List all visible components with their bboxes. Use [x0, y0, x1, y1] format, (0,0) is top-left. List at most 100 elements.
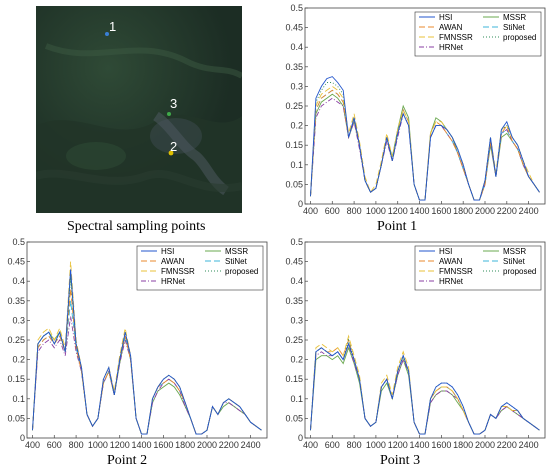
- p2-xtick-label: 2000: [197, 440, 217, 450]
- p1-ytick-label: 0.45: [285, 23, 303, 33]
- p2-legend-label-proposed: proposed: [225, 267, 258, 276]
- p2-xtick-label: 1000: [88, 440, 108, 450]
- p1-xtick-label: 1200: [388, 206, 408, 216]
- p2-ytick-label: 0.05: [7, 413, 25, 423]
- p2-xtick-label: 2200: [219, 440, 239, 450]
- p1-legend-label-hrnet: HRNet: [439, 43, 464, 52]
- sampling-point-3-label: 3: [170, 96, 177, 111]
- p2-xtick-label: 1400: [132, 440, 152, 450]
- p1-xtick-label: 1600: [431, 206, 451, 216]
- p2-legend-box: [136, 245, 264, 291]
- p3-legend-label-fmnssr: FMNSSR: [439, 267, 473, 276]
- p3-legend-label-hrnet: HRNet: [439, 277, 464, 286]
- chart-point-3-svg: 0 0.05 0.1 0.15 0.2 0.25 0.3 0.35 0.4 0.45 0.5 400 6…: [285, 237, 546, 450]
- p2-xtick-label: 600: [47, 440, 62, 450]
- p3-legend-label-hsi: HSI: [439, 247, 452, 256]
- chart-point-3: 0 0.05 0.1 0.15 0.2 0.25 0.3 0.35 0.4 0.45 0.5 400 6…: [283, 237, 548, 453]
- p2-ytick-label: 0.3: [12, 315, 25, 325]
- chart-point-2-svg: 0 0.05 0.1 0.15 0.2 0.25 0.3 0.35 0.4 0.45 0.5 400 6…: [7, 237, 268, 450]
- chart-point-2: 0 0.05 0.1 0.15 0.2 0.25 0.3 0.35 0.4 0.45 0.5 400 6…: [5, 237, 270, 453]
- p3-xtick-label: 1600: [431, 440, 451, 450]
- p3-ytick-label: 0.3: [290, 315, 303, 325]
- sampling-point-2-label: 2: [170, 139, 177, 154]
- p3-xtick-label: 1800: [453, 440, 473, 450]
- p3-legend-box: [414, 245, 542, 291]
- p1-ytick-label: 0.3: [290, 81, 303, 91]
- p3-ytick-label: 0.2: [290, 355, 303, 365]
- p1-xtick-label: 600: [325, 206, 340, 216]
- p1-legend-label-stinet: StiNet: [503, 23, 526, 32]
- sampling-point-3-marker: [167, 112, 171, 116]
- p1-xtick-label: 1400: [410, 206, 430, 216]
- p3-legend-label-awan: AWAN: [439, 257, 463, 266]
- image-caption: Spectral sampling points: [67, 219, 206, 234]
- p3-xtick-label: 600: [325, 440, 340, 450]
- p2-xtick-label: 1800: [175, 440, 195, 450]
- p2-xtick-label: 1600: [153, 440, 173, 450]
- p2-legend-label-mssr: MSSR: [225, 247, 248, 256]
- p1-legend-label-proposed: proposed: [503, 33, 536, 42]
- p2-ytick-label: 0.4: [12, 276, 25, 286]
- p3-xtick-label: 2200: [497, 440, 517, 450]
- p2-legend-label-fmnssr: FMNSSR: [161, 267, 195, 276]
- p3-xtick-label: 2400: [519, 440, 539, 450]
- p3-series-proposed-line: [310, 338, 540, 435]
- p3-xtick-label: 400: [303, 440, 318, 450]
- p1-xtick-label: 2000: [475, 206, 495, 216]
- p3-ytick-label: 0: [298, 433, 303, 443]
- p1-legend-label-hsi: HSI: [439, 13, 452, 22]
- p1-ytick-label: 0.15: [285, 140, 303, 150]
- p3-ytick-label: 0.35: [285, 296, 303, 306]
- p1-ytick-label: 0.2: [290, 121, 303, 131]
- p2-ytick-label: 0.25: [7, 335, 25, 345]
- p1-xtick-label: 400: [303, 206, 318, 216]
- caption-point-3: Point 3: [380, 453, 421, 468]
- chart-point-1: 0 0.05 0.1 0.15 0.2 0.25 0.3 0.35 0.4 0.45 0.5 400 6…: [283, 3, 548, 219]
- p2-ytick-label: 0.45: [7, 257, 25, 267]
- sampling-point-1-label: 1: [109, 19, 116, 34]
- p3-ytick-label: 0.05: [285, 413, 303, 423]
- p1-xtick-label: 2200: [497, 206, 517, 216]
- p3-ytick-label: 0.5: [290, 237, 303, 247]
- p3-xtick-label: 1000: [366, 440, 386, 450]
- p2-ytick-label: 0.35: [7, 296, 25, 306]
- p3-xtick-label: 1400: [410, 440, 430, 450]
- p3-ytick-label: 0.25: [285, 335, 303, 345]
- caption-point-1: Point 1: [377, 219, 418, 234]
- satellite-image: 1 3 2: [36, 6, 242, 213]
- p3-ytick-label: 0.1: [290, 394, 303, 404]
- p3-xtick-label: 2000: [475, 440, 495, 450]
- p1-xtick-label: 800: [347, 206, 362, 216]
- p3-legend-label-mssr: MSSR: [503, 247, 526, 256]
- p2-legend-label-awan: AWAN: [161, 257, 185, 266]
- p3-legend-label-stinet: StiNet: [503, 257, 526, 266]
- sampling-point-2-marker: [168, 150, 174, 156]
- p1-xtick-label: 1000: [366, 206, 386, 216]
- p2-xtick-label: 800: [69, 440, 84, 450]
- p2-ytick-label: 0.5: [12, 237, 25, 247]
- p1-legend-label-awan: AWAN: [439, 23, 463, 32]
- p2-series-hsi-line: [32, 269, 262, 435]
- p2-ytick-label: 0: [20, 433, 25, 443]
- p3-ytick-label: 0.45: [285, 257, 303, 267]
- p3-xtick-label: 1200: [388, 440, 408, 450]
- p1-ytick-label: 0.05: [285, 179, 303, 189]
- p2-legend-label-hsi: HSI: [161, 247, 174, 256]
- p2-xtick-label: 400: [25, 440, 40, 450]
- p1-legend-label-fmnssr: FMNSSR: [439, 33, 473, 42]
- p2-xtick-label: 2400: [241, 440, 261, 450]
- p1-legend-label-mssr: MSSR: [503, 13, 526, 22]
- p1-ytick-label: 0.35: [285, 62, 303, 72]
- p2-xtick-label: 1200: [110, 440, 130, 450]
- p3-legend-label-proposed: proposed: [503, 267, 536, 276]
- p1-ytick-label: 0.5: [290, 3, 303, 13]
- p2-ytick-label: 0.2: [12, 355, 25, 365]
- chart-point-1-svg: 0 0.05 0.1 0.15 0.2 0.25 0.3 0.35 0.4 0.45 0.5 400 6…: [285, 3, 546, 216]
- p3-series-hsi-line: [310, 342, 540, 435]
- p1-ytick-label: 0.4: [290, 42, 303, 52]
- p2-ytick-label: 0.15: [7, 374, 25, 384]
- p1-ytick-label: 0: [298, 199, 303, 209]
